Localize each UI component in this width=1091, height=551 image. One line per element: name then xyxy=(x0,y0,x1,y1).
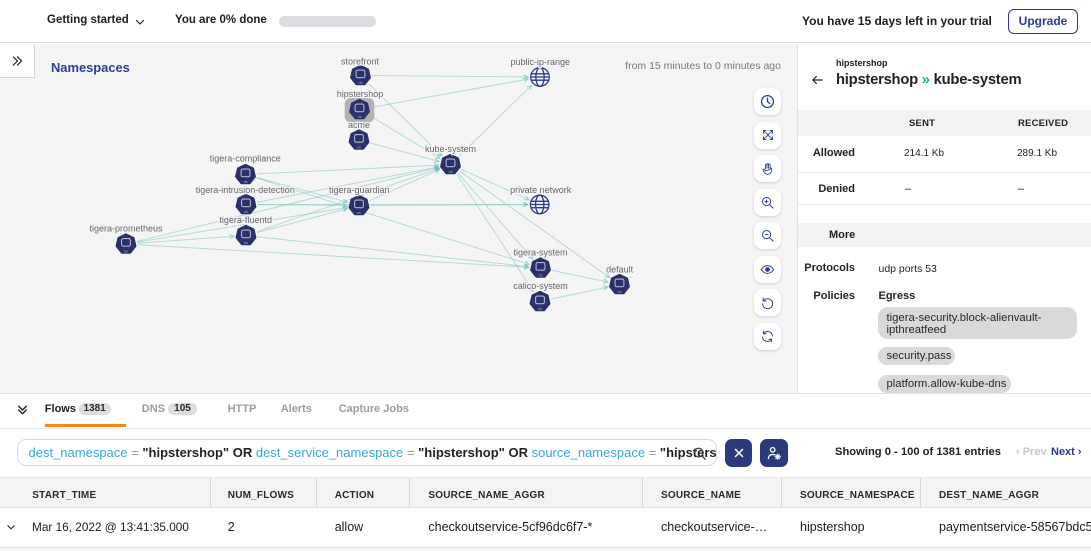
svg-text:tigera-system: tigera-system xyxy=(513,248,567,258)
svg-text:hipstershop: hipstershop xyxy=(337,89,384,99)
svg-text:ns: ns xyxy=(538,307,542,311)
svg-text:tigera-guardian: tigera-guardian xyxy=(329,185,390,195)
svg-text:calico-system: calico-system xyxy=(513,281,568,291)
svg-text:ns: ns xyxy=(357,211,361,215)
svg-text:ns: ns xyxy=(244,241,248,245)
svg-text:storefront: storefront xyxy=(341,57,380,67)
svg-text:acme: acme xyxy=(348,120,370,130)
svg-text:ns: ns xyxy=(618,290,622,294)
svg-text:tigera-fluentd: tigera-fluentd xyxy=(219,215,272,225)
svg-text:private network: private network xyxy=(510,185,572,195)
svg-text:tigera-prometheus: tigera-prometheus xyxy=(89,224,163,234)
svg-text:ns: ns xyxy=(124,249,128,253)
svg-text:ns: ns xyxy=(244,180,248,184)
svg-text:ns: ns xyxy=(539,273,543,277)
svg-text:kube-system: kube-system xyxy=(425,144,476,154)
svg-text:public-ip-range: public-ip-range xyxy=(511,57,571,67)
svg-text:ns: ns xyxy=(359,81,363,85)
svg-text:ns: ns xyxy=(244,210,248,214)
svg-text:tigera-intrusion-detection: tigera-intrusion-detection xyxy=(196,185,295,195)
svg-text:default: default xyxy=(606,265,634,275)
svg-text:ns: ns xyxy=(357,145,361,149)
svg-text:ns: ns xyxy=(358,115,362,119)
svg-text:tigera-compliance: tigera-compliance xyxy=(210,153,281,163)
svg-text:ns: ns xyxy=(449,170,453,174)
